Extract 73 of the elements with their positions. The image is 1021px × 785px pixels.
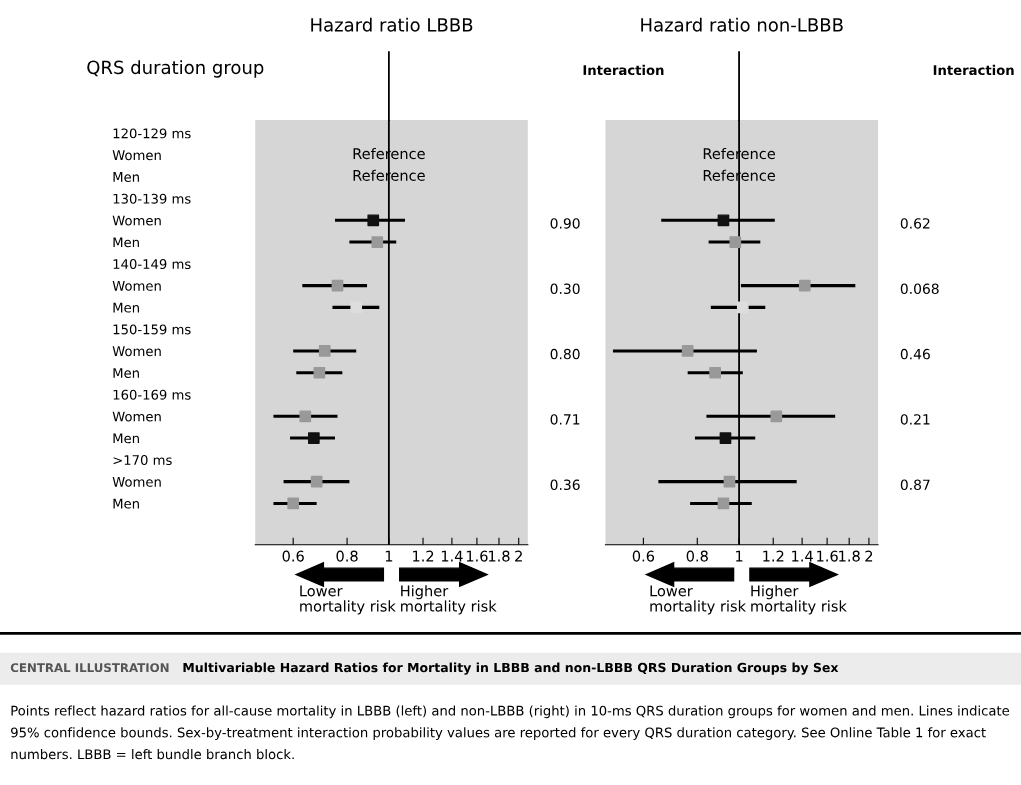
- text: 0.46: [900, 348, 930, 360]
- point: [770, 410, 783, 423]
- chart-title: Hazard ratio LBBB: [311, 17, 473, 32]
- y-tick-label: Men: [113, 368, 139, 378]
- point: [318, 345, 331, 357]
- point: [719, 432, 732, 444]
- text: Higher mortality risk: [401, 585, 497, 615]
- y-tick-label: Women: [112, 215, 161, 226]
- text: Points reflect hazard ratios for all-cause mortality in LBBB (left) and non-LBBB (right) in 10-ms QRS duration groups for women and men. Lines indicate 95% confidence bounds. Sex-by-treatment interaction probability values are reported for every QRS duration category. See Online Table 1 for exact numbers. LBBB = left bundle branch block.: [11, 705, 1010, 760]
- point: [331, 279, 344, 292]
- y-tick-label: 130-139 ms: [113, 193, 191, 204]
- point: [371, 236, 384, 248]
- point: [308, 432, 320, 444]
- y-tick-label: Women: [112, 411, 161, 422]
- y-tick-label: Women: [112, 150, 161, 161]
- x-tick-label: 1.2: [413, 550, 434, 562]
- x-tick-label: 1.6: [817, 550, 838, 562]
- text: 0.30: [550, 283, 580, 295]
- text: 0.80: [550, 348, 580, 360]
- y-tick-label: Men: [113, 237, 139, 248]
- y-tick-label: Men: [113, 302, 139, 313]
- x-tick-label: 1.8: [839, 550, 860, 562]
- y-tick-label: >170 ms: [113, 455, 172, 466]
- point: [729, 236, 742, 248]
- point: [313, 366, 326, 379]
- x-tick-label: 1.4: [792, 550, 813, 562]
- text: 0.90: [550, 218, 580, 229]
- y2-axis-title: Interaction: [933, 64, 1014, 76]
- text: CENTRAL ILLUSTRATION: [10, 663, 169, 673]
- chart-title: Hazard ratio non-LBBB: [641, 17, 843, 32]
- text: Lower mortality risk: [300, 585, 396, 615]
- y-tick-label: Women: [112, 346, 161, 357]
- text: 0.068: [900, 283, 939, 295]
- text: 0.71: [550, 414, 580, 425]
- text: Higher mortality risk: [751, 585, 847, 615]
- text: 0.21: [900, 414, 930, 425]
- x-tick-label: 2: [515, 550, 522, 562]
- y-tick-label: Women: [112, 477, 161, 487]
- y-axis-title: QRS duration group: [87, 60, 264, 78]
- y-tick-label: 150-159 ms: [113, 324, 191, 335]
- x-tick-label: 1.8: [488, 550, 510, 562]
- text: Multivariable Hazard Ratios for Mortality in LBBB and non-LBBB QRS Duration Groups by Sex: [183, 662, 839, 675]
- text: 0.87: [900, 479, 930, 491]
- point: [717, 214, 730, 227]
- point: [299, 410, 312, 423]
- y-tick-label: Men: [113, 433, 139, 444]
- point: [310, 475, 323, 488]
- x-tick-label: 1.6: [466, 550, 488, 562]
- x-tick-label: 1: [736, 550, 743, 562]
- y2-axis-title: Interaction: [583, 64, 664, 76]
- y-tick-label: Women: [112, 281, 161, 291]
- y-tick-label: 120-129 ms: [113, 128, 191, 139]
- text: 0.36: [550, 479, 580, 491]
- y-tick-label: 140-149 ms: [113, 259, 191, 270]
- text: Lower mortality risk: [650, 585, 746, 615]
- x-tick-label: 0.8: [336, 550, 358, 562]
- x-tick-label: 0.8: [686, 550, 708, 562]
- point: [717, 497, 730, 510]
- point: [350, 301, 363, 314]
- x-tick-label: 1: [385, 550, 393, 562]
- point: [736, 301, 749, 314]
- x-tick-label: 0.6: [282, 550, 304, 562]
- point: [723, 475, 736, 488]
- y-tick-label: Men: [113, 498, 139, 509]
- point: [367, 214, 380, 227]
- point: [709, 366, 721, 379]
- x-tick-label: 1.4: [441, 550, 463, 562]
- y-tick-label: 160-169 ms: [113, 389, 191, 400]
- text: 0.62: [900, 218, 930, 229]
- x-tick-label: 1.2: [763, 550, 784, 562]
- y-tick-label: Men: [113, 172, 139, 182]
- x-tick-label: 2: [865, 550, 873, 562]
- x-tick-label: 0.6: [632, 550, 655, 562]
